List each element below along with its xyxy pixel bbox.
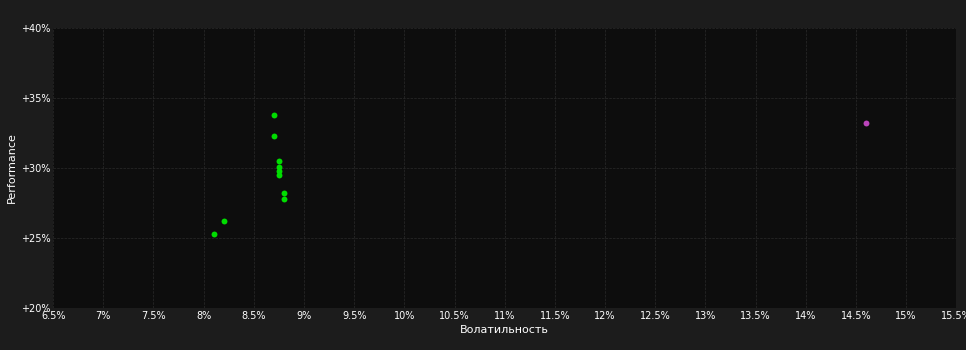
Point [276, 196, 292, 202]
Point [267, 112, 282, 118]
Y-axis label: Performance: Performance [7, 133, 16, 203]
Point [271, 168, 287, 174]
Point [271, 158, 287, 164]
Point [859, 120, 874, 126]
Point [271, 172, 287, 178]
Point [271, 164, 287, 169]
Point [206, 231, 221, 237]
Point [267, 133, 282, 139]
X-axis label: Волатильность: Волатильность [460, 325, 550, 335]
Point [216, 218, 232, 224]
Point [276, 190, 292, 196]
